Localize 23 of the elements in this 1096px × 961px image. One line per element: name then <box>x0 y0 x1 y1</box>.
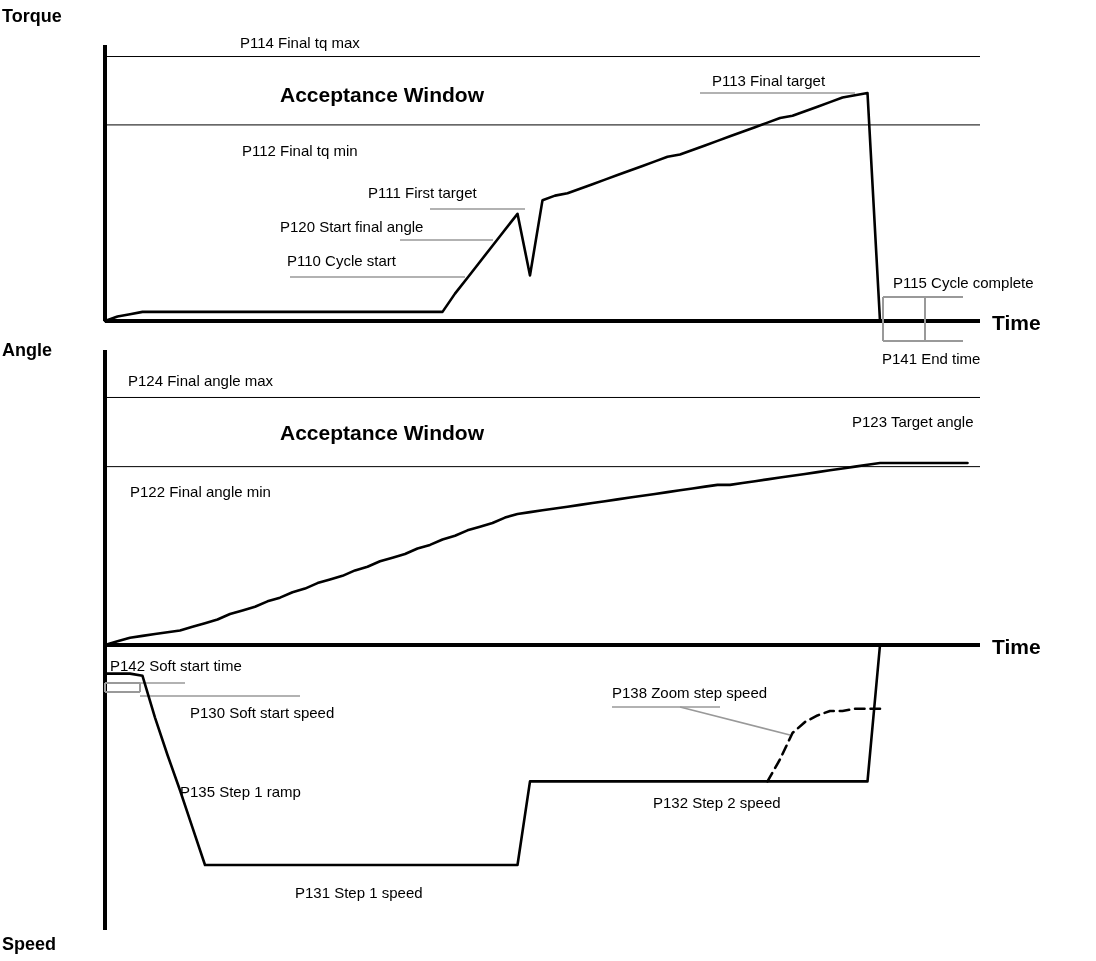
y-axis-title: Torque <box>2 6 62 26</box>
annotation: P110 Cycle start <box>287 252 397 269</box>
x-axis-title: Time <box>992 635 1041 658</box>
text: P113 Final target <box>712 72 826 89</box>
x-axis-title: Time <box>992 311 1041 334</box>
ref-line-label: P122 Final angle min <box>130 483 271 500</box>
annotation: P138 Zoom step speed <box>612 684 768 701</box>
annotation: P142 Soft start time <box>110 657 242 674</box>
ref-line-label: P112 Final tq min <box>242 142 358 159</box>
annotation: P120 Start final angle <box>280 218 424 235</box>
text: P141 End time <box>882 350 981 367</box>
annotation: P132 Step 2 speed <box>653 794 781 811</box>
annotation: Acceptance Window <box>280 83 485 106</box>
y-axis-title: Speed <box>2 934 57 954</box>
ref-line-label: P124 Final angle max <box>128 372 274 389</box>
annotation: P130 Soft start speed <box>190 704 335 721</box>
annotation: P115 Cycle complete <box>893 274 1034 291</box>
ref-line-label: P114 Final tq max <box>240 34 361 51</box>
text: Acceptance Window <box>280 421 485 444</box>
text: P123 Target angle <box>852 413 974 430</box>
annotation: P111 First target <box>368 184 478 201</box>
y-axis-title: Angle <box>2 340 53 360</box>
text: P131 Step 1 speed <box>295 884 423 901</box>
